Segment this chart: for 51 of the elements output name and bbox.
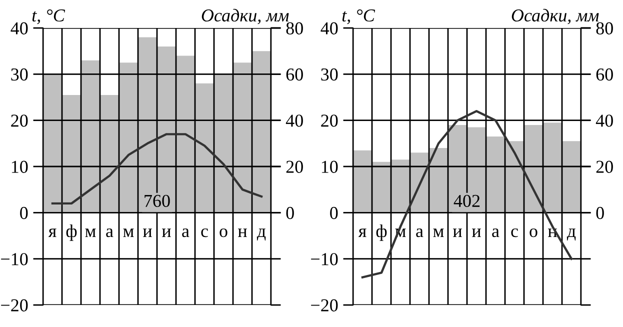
x-tick-label: н [238, 228, 247, 237]
y-tick-label: 10 [12, 160, 28, 173]
annotation: 402 [454, 194, 480, 208]
y2-tick-label: 20 [596, 160, 613, 173]
y2-tick-label: 40 [596, 114, 613, 127]
y-tick-label: −10 [311, 253, 338, 266]
x-tick-label: я [48, 228, 56, 237]
y-axis-title: t, °C [32, 9, 66, 24]
x-tick-label: м [85, 228, 96, 237]
y-tick-label: 40 [10, 22, 28, 34]
x-tick-label: м [123, 228, 134, 237]
x-tick-label: д [566, 228, 576, 240]
y-tick-label: 30 [11, 68, 28, 81]
x-tick-label: я [358, 228, 366, 237]
y2-tick-label: 60 [286, 68, 303, 81]
y2-tick-label: 0 [596, 206, 604, 220]
x-tick-label: а [182, 228, 190, 238]
y-tick-label: −20 [1, 299, 28, 312]
x-tick-label: с [201, 228, 208, 238]
y-tick-label: 10 [322, 160, 338, 173]
y-tick-label: −10 [1, 253, 28, 266]
x-tick-label: а [492, 228, 500, 238]
y-tick-label: 0 [20, 206, 28, 220]
y2-tick-label: 0 [286, 206, 294, 220]
y-tick-label: 0 [330, 206, 338, 220]
x-tick-label: и [142, 228, 152, 237]
x-tick-label: и [162, 228, 171, 237]
x-tick-label: ф [66, 224, 77, 241]
y-tick-label: −20 [311, 299, 338, 312]
x-tick-label: д [256, 228, 266, 240]
x-tick-label: ф [376, 224, 387, 241]
y-axis-title: t, °C [342, 9, 376, 24]
y2-tick-label: 40 [286, 114, 303, 127]
x-tick-label: о [530, 228, 538, 238]
y-tick-label: 20 [321, 114, 338, 127]
x-tick-label: и [472, 228, 481, 237]
x-tick-label: о [220, 228, 228, 238]
x-tick-label: с [511, 228, 518, 238]
x-tick-label: и [452, 228, 462, 237]
x-tick-label: м [433, 228, 444, 237]
y-tick-label: 40 [320, 22, 338, 34]
y2-tick-label: 60 [596, 68, 613, 81]
x-tick-label: а [416, 228, 424, 238]
y2-tick-label: 80 [596, 22, 613, 34]
y-tick-label: 20 [11, 114, 28, 127]
y2-tick-label: 80 [286, 22, 303, 34]
annotation: 760 [144, 194, 170, 208]
x-tick-label: а [106, 228, 114, 238]
line-series [51, 133, 263, 205]
y-tick-label: 30 [321, 68, 338, 81]
y2-tick-label: 20 [286, 160, 303, 173]
